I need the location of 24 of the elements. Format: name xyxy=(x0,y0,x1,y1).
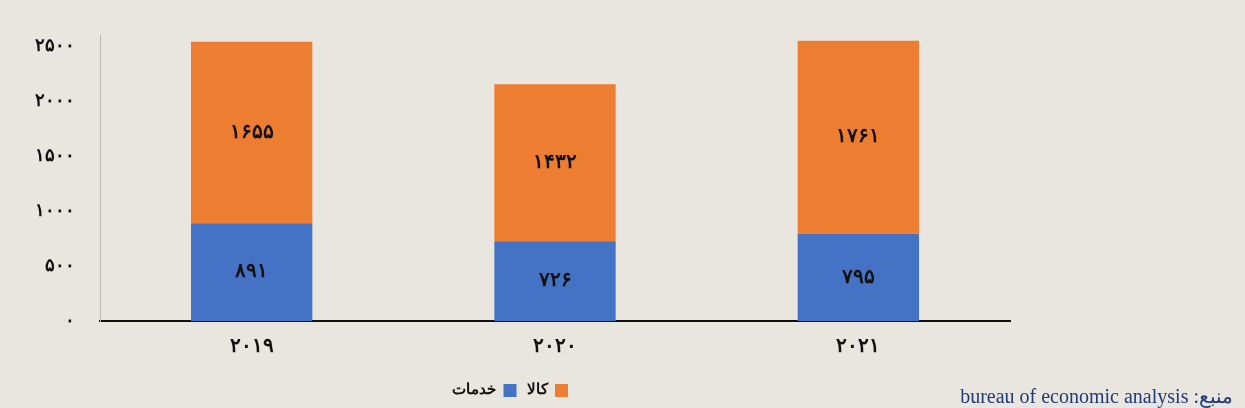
bar xyxy=(191,41,313,224)
y-tick-label: ۱۵۰۰ xyxy=(35,144,75,166)
bar xyxy=(191,223,313,321)
bar xyxy=(494,84,616,242)
y-tick-label: ۵۰۰ xyxy=(45,253,75,275)
y-tick-label: ۱۰۰۰ xyxy=(35,198,75,220)
x-tick-label: ۲۰۱۹ xyxy=(229,333,274,358)
bar xyxy=(494,241,616,321)
bar xyxy=(797,40,919,234)
legend-label: خدمات xyxy=(452,380,496,399)
x-tick-label: ۲۰۲۱ xyxy=(836,333,881,358)
bar xyxy=(797,233,919,321)
data-label: ۱۷۶۱ xyxy=(836,123,881,148)
y-tick-label: ۲۵۰۰ xyxy=(35,34,75,56)
x-tick-label: ۲۰۲۰ xyxy=(533,333,577,358)
y-tick-label: ۰ xyxy=(65,308,75,330)
legend-label: کالا xyxy=(526,380,549,399)
data-label: ۷۹۵ xyxy=(840,263,875,288)
text: منبع: bureau of economic analysis xyxy=(960,384,1233,408)
data-label: ۱۴۳۲ xyxy=(533,149,577,174)
data-label: ۱۶۵۵ xyxy=(229,118,274,143)
data-label: ۷۲۶ xyxy=(537,267,572,292)
y-tick-label: ۲۰۰۰ xyxy=(35,89,75,111)
data-label: ۸۹۱ xyxy=(234,258,269,283)
